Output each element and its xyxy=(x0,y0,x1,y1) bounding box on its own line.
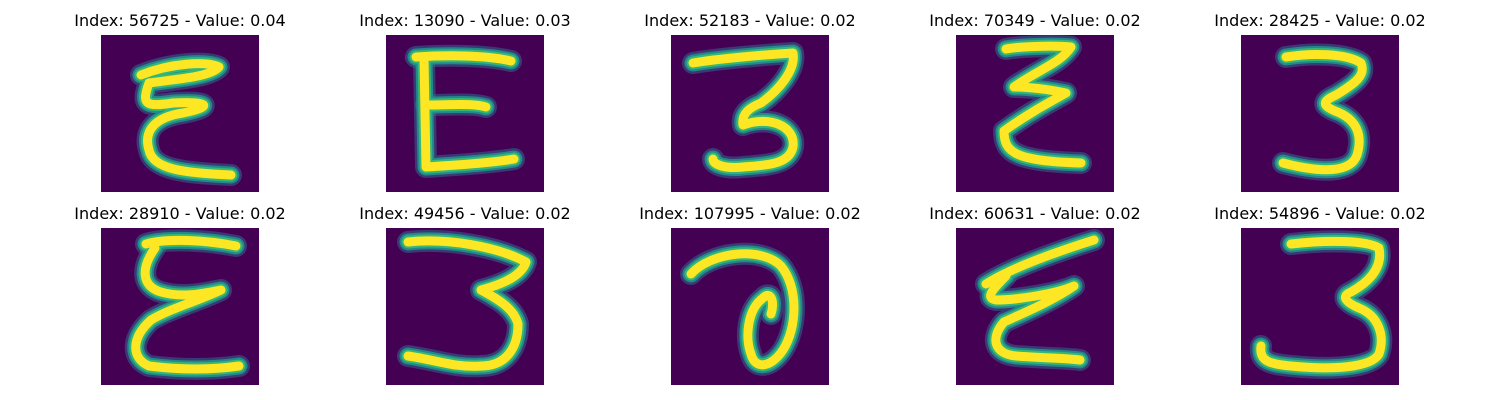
image-panel-5: Index: 28425 - Value: 0.02 xyxy=(1190,11,1450,192)
panel-title: Index: 52183 - Value: 0.02 xyxy=(644,11,856,30)
glyph-stroke xyxy=(131,243,244,374)
glyph-stroke xyxy=(986,271,1085,365)
digit-image xyxy=(1241,35,1399,192)
panel-title: Index: 56725 - Value: 0.04 xyxy=(74,11,286,30)
glyph-stroke xyxy=(411,51,516,66)
glyph-stroke xyxy=(403,236,531,371)
image-panel-4: Index: 70349 - Value: 0.02 xyxy=(905,11,1165,192)
digit-image xyxy=(671,228,829,385)
glyph-stroke xyxy=(1278,50,1367,175)
image-panel-7: Index: 49456 - Value: 0.02 xyxy=(335,204,595,385)
image-panel-6: Index: 28910 - Value: 0.02 xyxy=(50,204,310,385)
digit-image xyxy=(671,35,829,192)
panel-title: Index: 28425 - Value: 0.02 xyxy=(1214,11,1426,30)
glyph-strokes xyxy=(124,229,250,380)
glyph-strokes xyxy=(682,42,805,179)
glyph-strokes xyxy=(1272,43,1374,181)
glyph-strokes xyxy=(397,229,537,378)
panel-title: Index: 70349 - Value: 0.02 xyxy=(929,11,1141,30)
glyph-strokes xyxy=(680,242,805,376)
digit-image xyxy=(386,228,544,385)
glyph-strokes xyxy=(130,52,242,186)
panel-title: Index: 107995 - Value: 0.02 xyxy=(639,204,861,223)
glyph-strokes xyxy=(975,229,1105,371)
glyph-stroke xyxy=(419,54,519,172)
image-panel-9: Index: 60631 - Value: 0.02 xyxy=(905,204,1165,385)
glyph-strokes xyxy=(1249,230,1393,379)
image-panel-2: Index: 13090 - Value: 0.03 xyxy=(335,11,595,192)
glyph-stroke xyxy=(1256,236,1386,373)
image-panel-1: Index: 56725 - Value: 0.04 xyxy=(50,11,310,192)
digit-image xyxy=(386,35,544,192)
digit-image xyxy=(101,228,259,385)
glyph-stroke xyxy=(136,59,236,180)
glyph-stroke xyxy=(688,48,798,172)
digit-image xyxy=(956,228,1114,385)
panel-title: Index: 54896 - Value: 0.02 xyxy=(1214,204,1426,223)
glyph-stroke xyxy=(421,100,491,112)
image-panel-3: Index: 52183 - Value: 0.02 xyxy=(620,11,880,192)
digit-image xyxy=(1241,228,1399,385)
glyph-strokes xyxy=(993,35,1092,174)
glyph-stroke xyxy=(981,235,1099,289)
glyph-strokes xyxy=(405,44,525,178)
panel-title: Index: 60631 - Value: 0.02 xyxy=(929,204,1141,223)
glyph-stroke xyxy=(686,249,799,370)
image-panel-8: Index: 107995 - Value: 0.02 xyxy=(620,204,880,385)
image-panel-10: Index: 54896 - Value: 0.02 xyxy=(1190,204,1450,385)
glyph-stroke xyxy=(1254,234,1388,375)
digit-image xyxy=(101,35,259,192)
glyph-stroke xyxy=(999,41,1086,168)
panel-title: Index: 13090 - Value: 0.03 xyxy=(359,11,571,30)
digit-image xyxy=(956,35,1114,192)
glyph-stroke xyxy=(141,235,241,251)
panel-title: Index: 28910 - Value: 0.02 xyxy=(74,204,286,223)
panel-title: Index: 49456 - Value: 0.02 xyxy=(359,204,571,223)
